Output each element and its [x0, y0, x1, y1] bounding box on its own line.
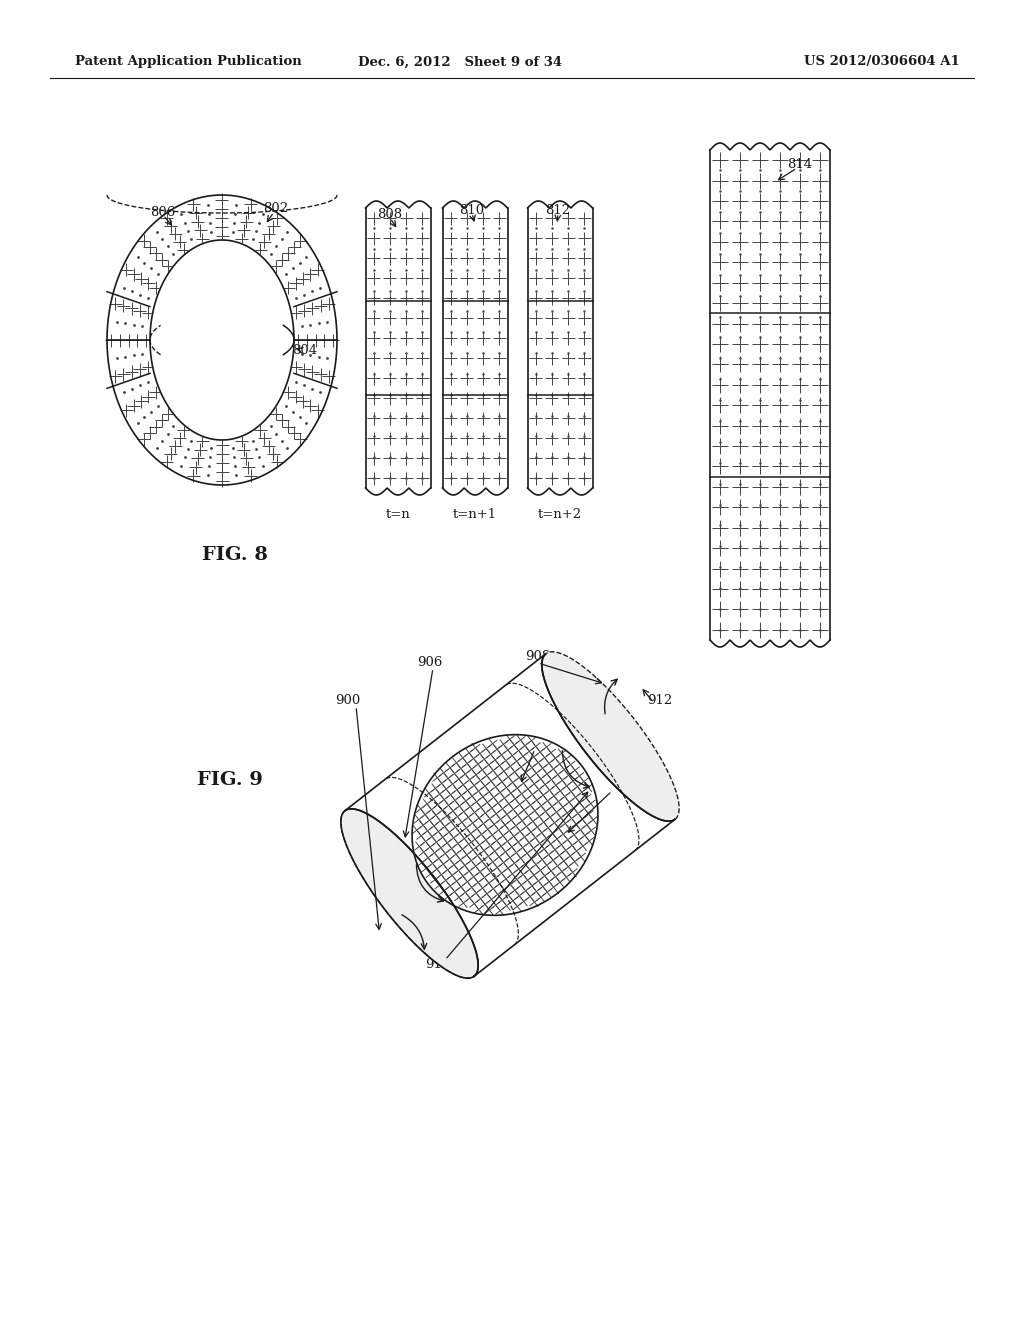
Polygon shape	[366, 209, 430, 488]
Polygon shape	[710, 150, 830, 640]
Text: 802: 802	[263, 202, 289, 214]
Text: t=n+2: t=n+2	[538, 508, 582, 521]
Text: t=n+1: t=n+1	[453, 508, 497, 521]
Text: 808: 808	[378, 209, 402, 222]
Text: 910: 910	[425, 958, 451, 972]
Text: FIG. 9: FIG. 9	[197, 771, 263, 789]
Polygon shape	[542, 652, 679, 821]
Text: 908: 908	[525, 651, 551, 664]
Text: 902: 902	[605, 784, 631, 796]
Polygon shape	[106, 195, 337, 484]
Polygon shape	[527, 209, 593, 488]
Text: US 2012/0306604 A1: US 2012/0306604 A1	[804, 55, 961, 69]
Text: 804: 804	[293, 343, 317, 356]
Polygon shape	[345, 653, 675, 977]
Text: 812: 812	[546, 203, 570, 216]
Text: Dec. 6, 2012   Sheet 9 of 34: Dec. 6, 2012 Sheet 9 of 34	[358, 55, 562, 69]
Text: Patent Application Publication: Patent Application Publication	[75, 55, 302, 69]
Polygon shape	[412, 735, 598, 915]
Text: 900: 900	[336, 693, 360, 706]
Text: 904: 904	[525, 738, 551, 751]
Text: t=n: t=n	[386, 508, 411, 521]
Polygon shape	[341, 809, 478, 978]
Polygon shape	[442, 209, 508, 488]
Text: 814: 814	[787, 158, 813, 172]
Text: FIG. 8: FIG. 8	[202, 546, 268, 564]
Text: 912: 912	[647, 693, 673, 706]
Text: 810: 810	[460, 203, 484, 216]
Text: 806: 806	[151, 206, 176, 219]
Text: 906: 906	[418, 656, 442, 668]
Polygon shape	[150, 240, 294, 440]
